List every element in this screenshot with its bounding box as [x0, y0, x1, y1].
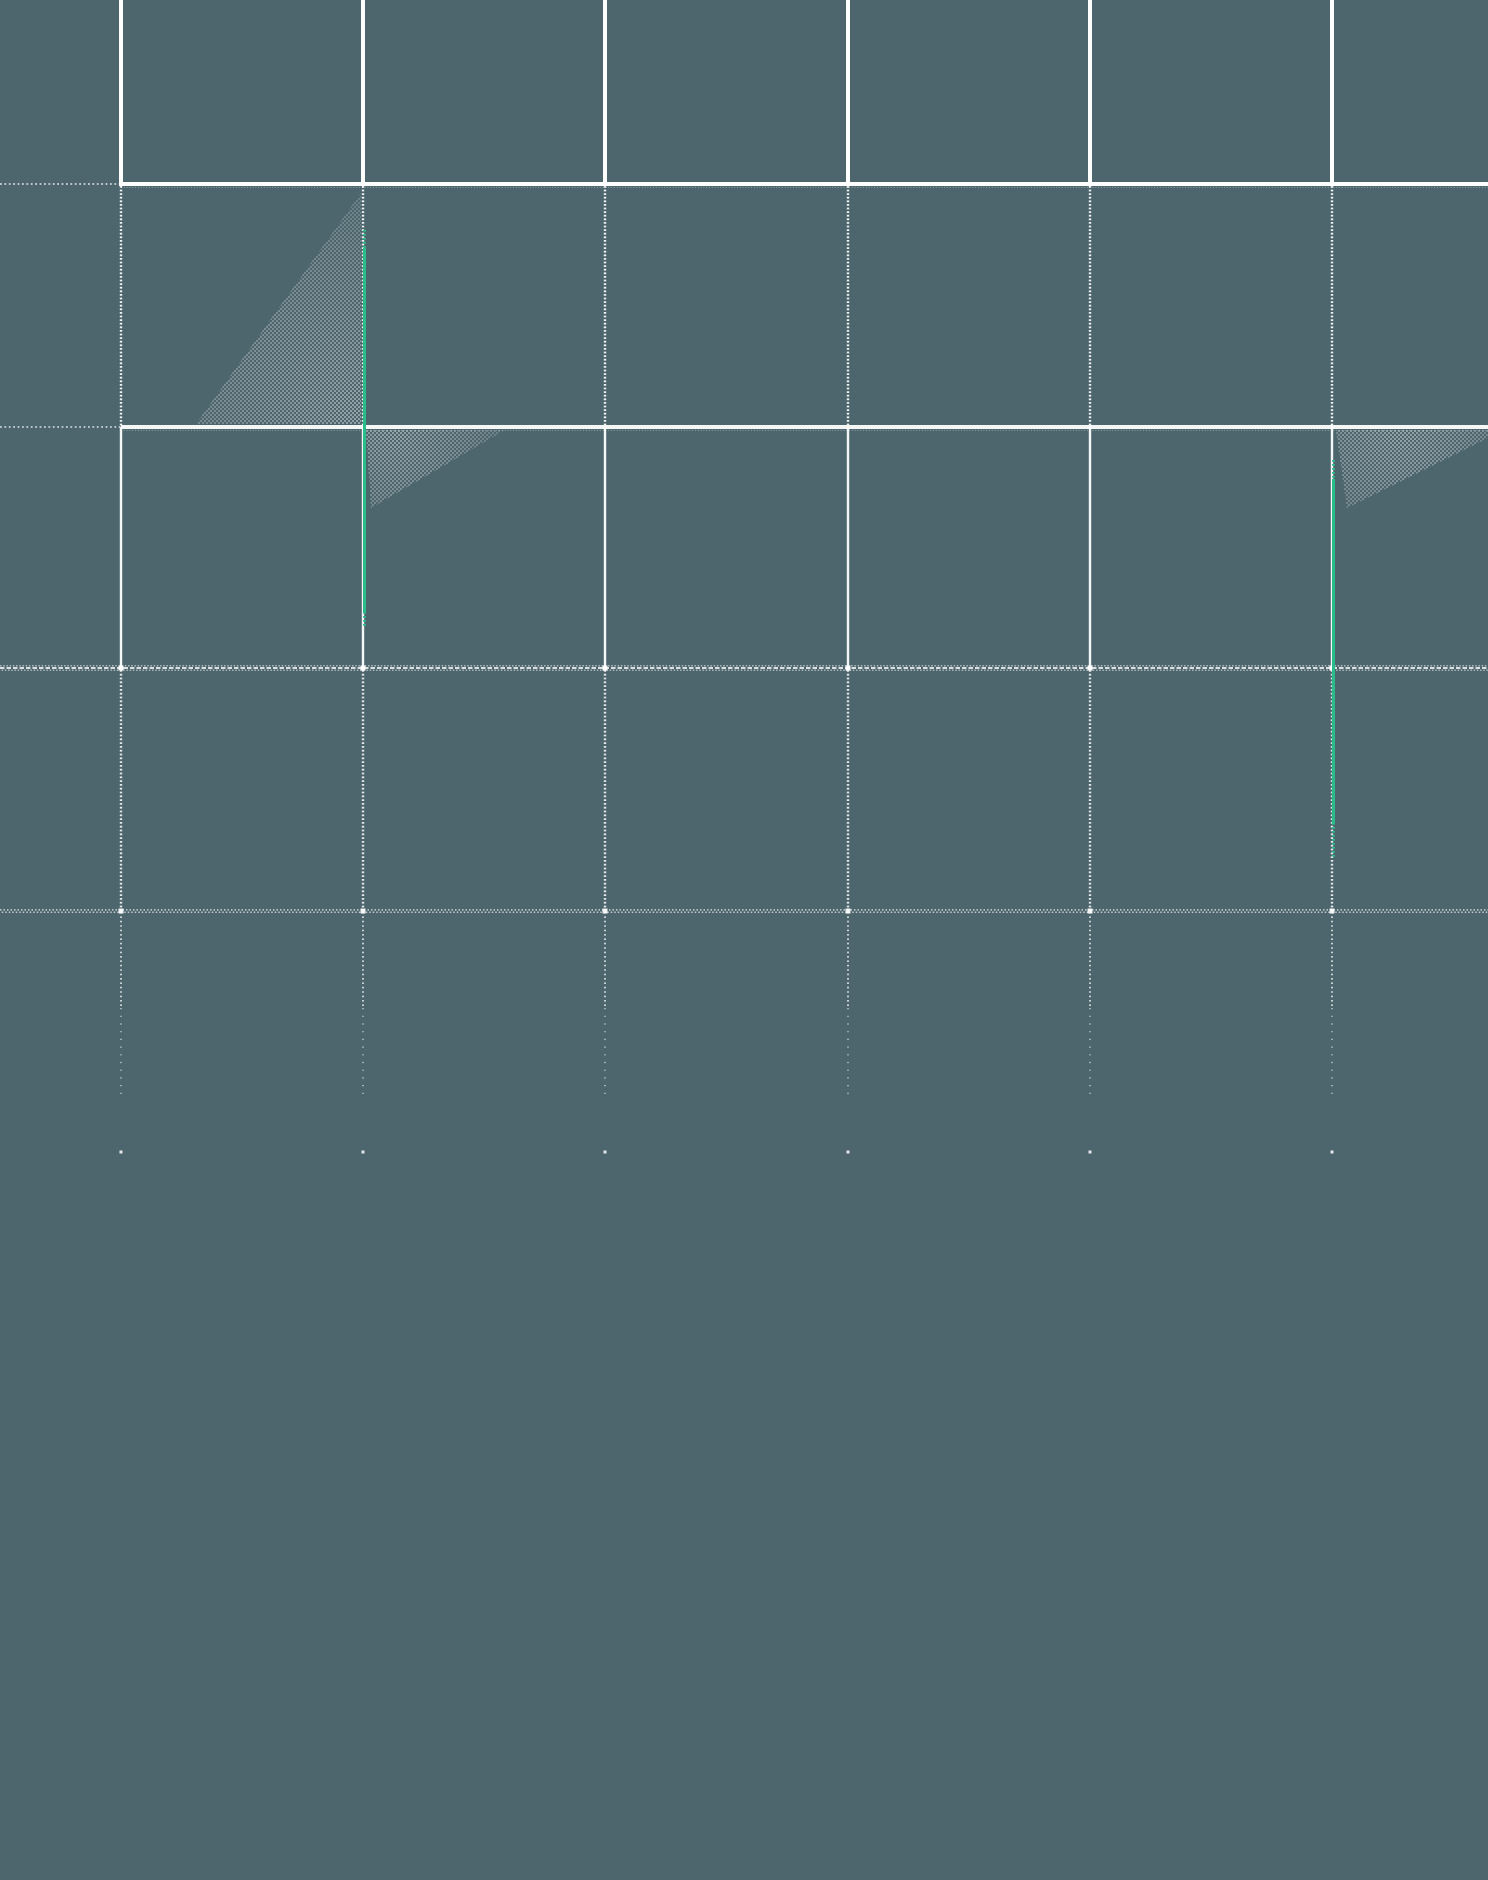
grid-intersection-dot	[602, 665, 608, 671]
grid-intersection-dot	[602, 908, 608, 914]
grid-intersection-dot	[361, 1150, 365, 1154]
grid-intersection-dot	[845, 665, 851, 671]
grid-vertical-lines	[119, 0, 1334, 1098]
stipple-triangle-top-left	[196, 193, 361, 424]
grid-intersection-dots	[118, 665, 1335, 1154]
grid-intersection-dot	[118, 908, 124, 914]
accent-marker-lines	[363, 230, 1335, 858]
stipple-triangles	[196, 193, 1488, 508]
grid-intersection-dot	[845, 908, 851, 914]
grid-intersection-dot	[118, 665, 124, 671]
grid-intersection-dot	[603, 1150, 607, 1154]
grid-intersection-dot	[1087, 665, 1093, 671]
stipple-triangle-mid-right	[1336, 430, 1488, 508]
grid-intersection-dot	[360, 665, 366, 671]
stipple-triangle-mid-left	[366, 430, 505, 508]
grid-intersection-dot	[119, 1150, 123, 1154]
grid-intersection-dot	[1087, 908, 1093, 914]
grid-intersection-dot	[1329, 908, 1335, 914]
grid-horizontal-lines	[0, 182, 1488, 913]
grid-intersection-dot	[1330, 1150, 1334, 1154]
grid-intersection-dot	[1088, 1150, 1092, 1154]
grid-intersection-dot	[846, 1150, 850, 1154]
grid-intersection-dot	[360, 908, 366, 914]
